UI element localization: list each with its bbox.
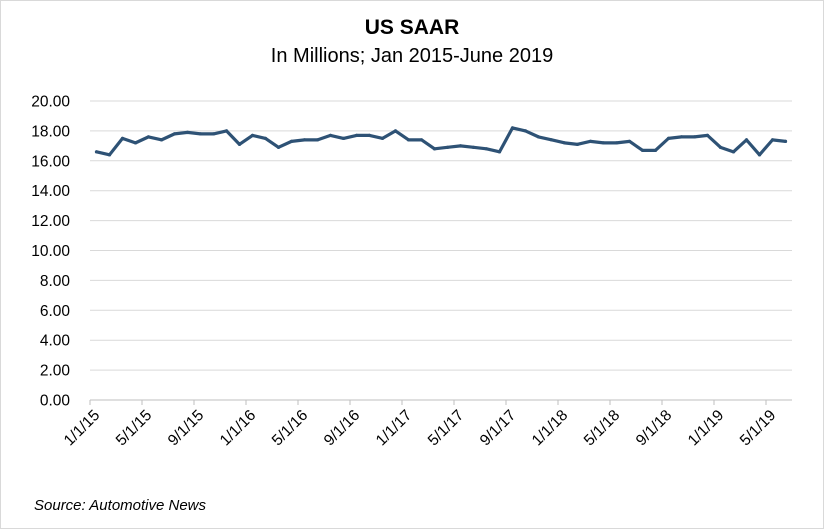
y-tick-label: 20.00	[31, 94, 70, 111]
y-tick-label: 8.00	[40, 273, 71, 290]
y-tick-label: 14.00	[31, 183, 70, 200]
data-point	[497, 150, 502, 154]
data-point	[367, 133, 372, 137]
data-point	[172, 132, 177, 136]
y-tick-label: 12.00	[31, 213, 70, 230]
y-tick-label: 16.00	[31, 153, 70, 170]
data-point	[380, 136, 385, 140]
data-point	[328, 133, 333, 137]
chart-subtitle: In Millions; Jan 2015-June 2019	[270, 45, 554, 67]
gridlines	[90, 100, 792, 371]
x-axis-tick-labels: 1/1/15 5/1/15 9/1/15 1/1/16 5/1/16 9/1/16 1/1/…	[61, 407, 780, 450]
y-tick-label: 10.00	[31, 243, 70, 260]
data-point	[536, 135, 541, 139]
x-tick-label: 5/1/19	[737, 407, 780, 450]
data-point	[146, 135, 151, 139]
data-point	[263, 136, 268, 140]
data-point	[185, 130, 190, 134]
x-tick-label: 9/1/16	[321, 407, 364, 450]
data-point	[159, 138, 164, 142]
x-tick-label: 1/1/16	[217, 407, 260, 450]
data-point	[341, 136, 346, 140]
data-point	[718, 145, 723, 149]
data-point	[588, 139, 593, 143]
data-point	[419, 138, 424, 142]
data-point	[289, 139, 294, 143]
x-tick-label: 1/1/19	[685, 407, 728, 450]
series-line	[94, 126, 788, 157]
data-point	[562, 141, 567, 145]
axes	[89, 399, 792, 405]
data-point	[302, 138, 307, 142]
data-point	[783, 139, 788, 143]
x-tick-label: 9/1/17	[477, 407, 520, 450]
data-point	[211, 132, 216, 136]
data-point	[432, 147, 437, 151]
data-point	[666, 136, 671, 140]
data-point	[744, 138, 749, 142]
data-point	[198, 132, 203, 136]
data-point	[484, 147, 489, 151]
data-point	[679, 135, 684, 139]
data-point	[458, 144, 463, 148]
x-tick-label: 5/1/18	[581, 407, 624, 450]
data-point	[770, 138, 775, 142]
data-point	[640, 148, 645, 152]
data-point	[523, 129, 528, 133]
data-point	[692, 135, 697, 139]
data-point	[120, 136, 125, 140]
x-tick-label: 5/1/16	[269, 407, 312, 450]
data-point	[354, 133, 359, 137]
data-point	[757, 153, 762, 157]
data-point	[237, 142, 242, 146]
data-point	[250, 133, 255, 137]
x-tick-label: 9/1/18	[633, 407, 676, 450]
x-tick-label: 5/1/15	[113, 407, 156, 450]
data-point	[627, 139, 632, 143]
data-point	[94, 150, 99, 154]
chart-title: US SAAR	[364, 16, 460, 39]
data-point	[224, 129, 229, 133]
data-point	[133, 141, 138, 145]
data-point	[601, 141, 606, 145]
data-point	[731, 150, 736, 154]
data-point	[276, 145, 281, 149]
x-tick-label: 1/1/15	[61, 407, 104, 450]
data-point	[653, 148, 658, 152]
data-point	[107, 153, 112, 157]
y-tick-label: 6.00	[40, 303, 71, 320]
data-point	[614, 141, 619, 145]
y-axis-tick-labels: 0.00 2.00 4.00 6.00 8.00 10.00 12.00 14.00 16.00…	[31, 94, 70, 410]
x-tick-label: 1/1/17	[373, 407, 416, 450]
x-tick-label: 1/1/18	[529, 407, 572, 450]
y-tick-label: 18.00	[31, 123, 70, 140]
y-tick-label: 0.00	[40, 393, 71, 410]
data-point	[315, 138, 320, 142]
y-tick-label: 2.00	[40, 363, 71, 380]
data-point	[445, 145, 450, 149]
data-point	[705, 133, 710, 137]
series	[94, 126, 788, 157]
y-tick-label: 4.00	[40, 333, 71, 350]
data-point	[471, 145, 476, 149]
data-point	[393, 129, 398, 133]
data-point	[406, 138, 411, 142]
x-tick-label: 9/1/15	[165, 407, 208, 450]
data-point	[575, 142, 580, 146]
source-note: Source: Automotive News	[34, 497, 207, 514]
data-point	[510, 126, 515, 130]
data-point	[549, 138, 554, 142]
x-tick-label: 5/1/17	[425, 407, 468, 450]
